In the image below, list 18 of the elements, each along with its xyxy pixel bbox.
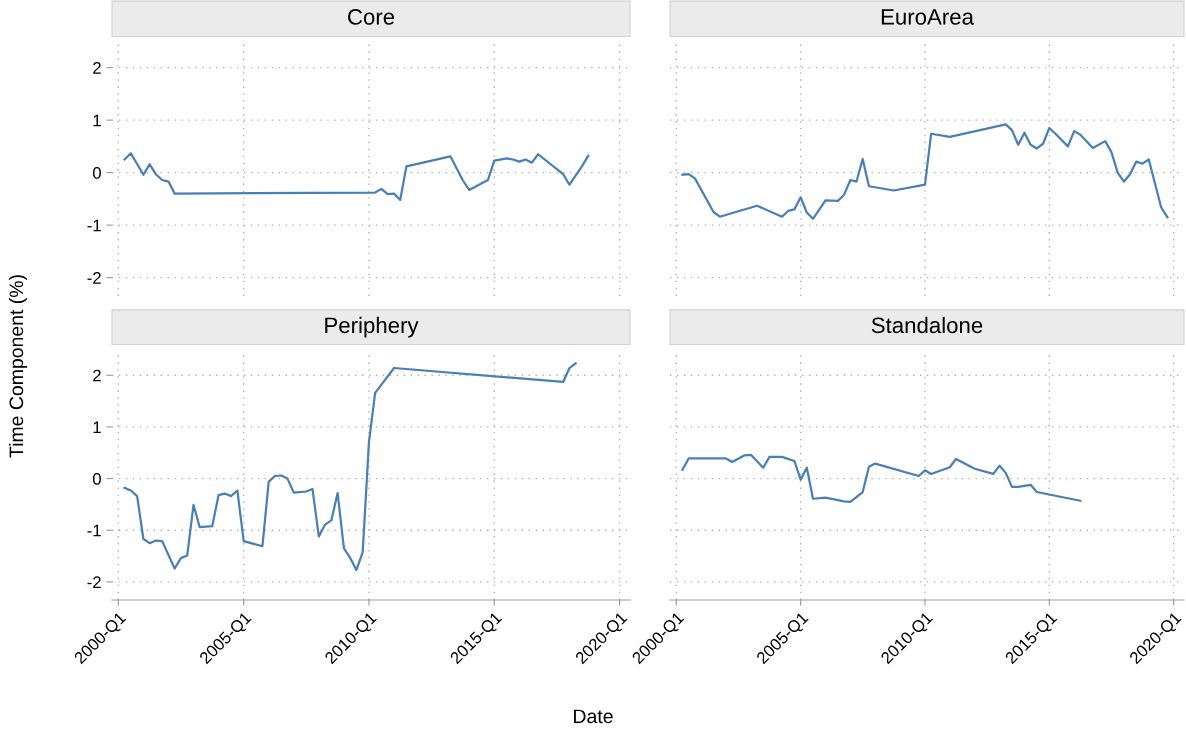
y-tick-label: -2 bbox=[87, 576, 101, 588]
line-series bbox=[123, 152, 590, 202]
y-tick-label: 2 bbox=[93, 62, 101, 74]
x-axis-title: Date bbox=[574, 709, 613, 724]
y-tick-label: 1 bbox=[93, 114, 101, 127]
chart-title: EuroArea bbox=[881, 9, 974, 25]
y-tick-label: 1 bbox=[93, 421, 101, 433]
y-tick-label: -2 bbox=[87, 272, 101, 284]
y-tick-label: 0 bbox=[92, 167, 101, 179]
y-axis-title: Time Component (%) bbox=[8, 275, 28, 458]
chart-title: Core bbox=[348, 9, 395, 25]
chart-title: Periphery bbox=[325, 316, 419, 338]
y-tick-label: -1 bbox=[87, 219, 101, 232]
chart-title: Standalone bbox=[871, 316, 983, 334]
y-tick-label: 2 bbox=[93, 369, 101, 382]
line-series bbox=[123, 362, 577, 572]
y-tick-label: 0 bbox=[92, 472, 101, 485]
y-tick-label: -1 bbox=[87, 524, 101, 537]
